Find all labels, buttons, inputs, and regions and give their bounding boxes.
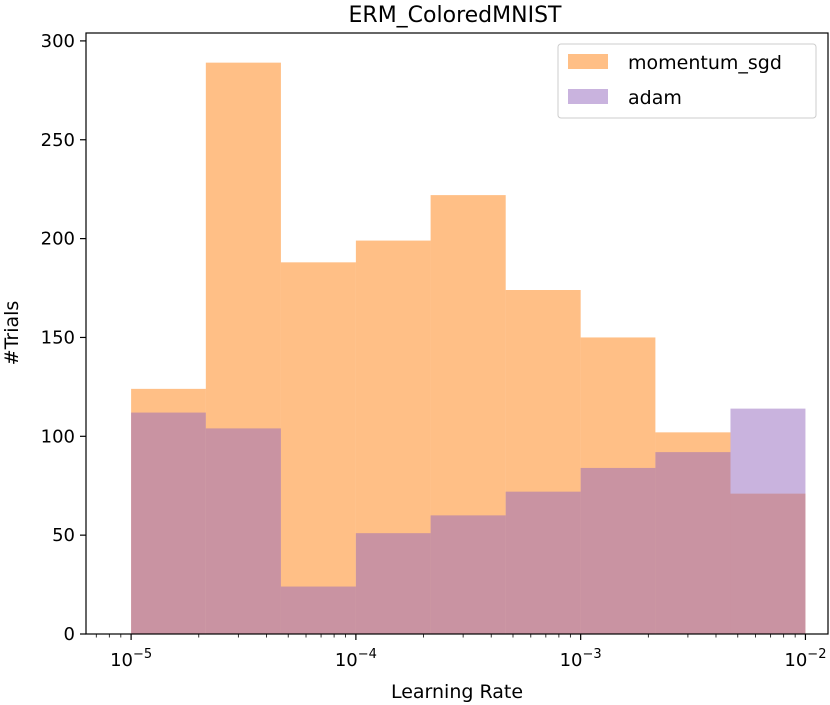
x-tick-label: 10−3 <box>560 647 602 671</box>
y-tick-label: 200 <box>41 229 75 250</box>
y-tick-label: 300 <box>41 31 75 52</box>
adam-bar-3 <box>355 533 431 634</box>
y-tick-label: 150 <box>41 327 75 348</box>
y-axis: 0 50 100 150 200 250 300 <box>41 31 86 645</box>
legend-swatch-momentum-sgd <box>568 54 608 69</box>
adam-bar-6 <box>580 467 656 634</box>
legend-swatch-adam <box>568 89 608 104</box>
x-tick-label: 10−5 <box>110 647 152 671</box>
legend: momentum_sgd adam <box>557 43 817 119</box>
x-axis: 10−5 10−4 10−3 10−2 <box>95 634 826 671</box>
chart-title: ERM_ColoredMNIST <box>349 3 563 28</box>
adam-bar-2 <box>280 586 356 634</box>
x-tick-label: 10−2 <box>784 647 826 671</box>
y-tick-label: 250 <box>41 130 75 151</box>
adam-bar-8 <box>730 408 806 634</box>
y-axis-label: #Trials <box>1 301 23 366</box>
legend-label-momentum-sgd: momentum_sgd <box>628 52 782 74</box>
x-tick-label: 10−4 <box>335 647 377 671</box>
legend-label-adam: adam <box>628 87 682 109</box>
y-tick-label: 0 <box>64 624 75 645</box>
adam-bar-1 <box>205 428 281 634</box>
adam-bar-4 <box>430 515 506 634</box>
y-tick-label: 100 <box>41 426 75 447</box>
legend-box <box>557 43 817 119</box>
adam-bar-0 <box>131 412 206 634</box>
y-tick-label: 50 <box>52 525 75 546</box>
plot-frame <box>85 32 829 635</box>
momentum-sgd-bar-2 <box>280 262 356 634</box>
bars-layer <box>131 62 806 635</box>
adam-bar-5 <box>505 491 581 634</box>
x-axis-label: Learning Rate <box>391 681 523 703</box>
adam-bar-7 <box>655 452 731 634</box>
